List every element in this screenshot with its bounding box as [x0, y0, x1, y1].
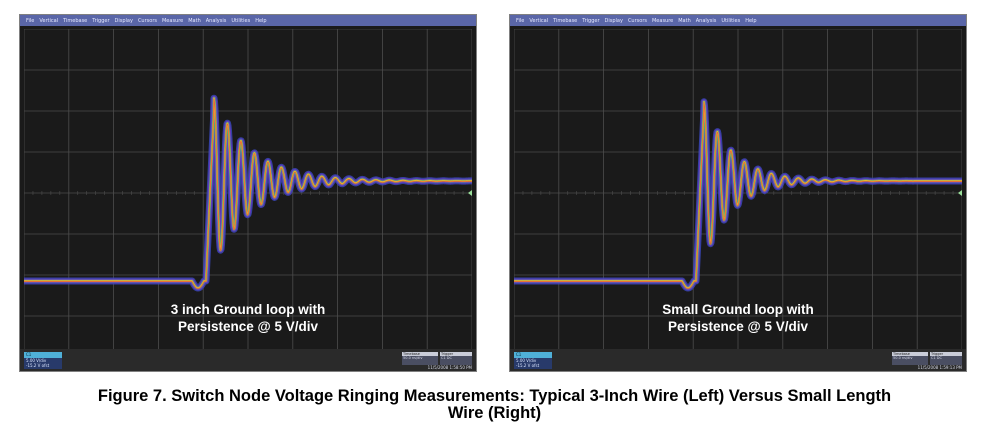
- menu-help[interactable]: Help: [255, 17, 267, 24]
- caption-line-2: Wire (Right): [447, 404, 542, 422]
- menu-math[interactable]: Math: [188, 17, 201, 24]
- channel-descriptor[interactable]: C1 5.00 V/div -15.2 V ofst: [514, 352, 552, 369]
- capture-timestamp: 11/5/2008 1:58:50 PM: [427, 365, 472, 370]
- menu-display[interactable]: Display: [604, 17, 623, 24]
- menu-analysis[interactable]: Analysis: [695, 17, 717, 24]
- menu-analysis[interactable]: Analysis: [205, 17, 227, 24]
- capture-timestamp: 11/5/2008 1:59:13 PM: [917, 365, 962, 370]
- overlay-line-2: Persistence @ 5 V/div: [178, 319, 318, 334]
- menu-file[interactable]: File: [516, 17, 525, 24]
- figure-caption: Figure 7. Switch Node Voltage Ringing Me…: [0, 388, 989, 422]
- caption-line-1: Figure 7. Switch Node Voltage Ringing Me…: [97, 387, 892, 405]
- timebase-descriptor[interactable]: Timebase 50.0 ns/div: [402, 352, 438, 365]
- scope-menubar: File Vertical Timebase Trigger Display C…: [20, 15, 476, 26]
- scope-screenshot-left: File Vertical Timebase Trigger Display C…: [19, 14, 477, 372]
- trigger-descriptor[interactable]: Trigger C1 DC: [930, 352, 962, 365]
- trigger-level-marker: [468, 190, 472, 196]
- overlay-line-1: Small Ground loop with: [662, 302, 814, 317]
- menu-cursors[interactable]: Cursors: [627, 17, 647, 24]
- menu-timebase[interactable]: Timebase: [63, 17, 88, 24]
- trigger-descriptor[interactable]: Trigger C1 DC: [440, 352, 472, 365]
- persistence-label: 3 inch Ground loop with Persistence @ 5 …: [20, 301, 476, 335]
- menu-utilities[interactable]: Utilities: [231, 17, 251, 24]
- overlay-line-2: Persistence @ 5 V/div: [668, 319, 808, 334]
- scope-status-bar: C1 5.00 V/div -15.2 V ofst Timebase 50.0 …: [510, 349, 966, 371]
- menu-vertical[interactable]: Vertical: [529, 17, 549, 24]
- persistence-label: Small Ground loop with Persistence @ 5 V…: [510, 301, 966, 335]
- menu-math[interactable]: Math: [678, 17, 691, 24]
- overlay-line-1: 3 inch Ground loop with: [170, 302, 326, 317]
- graticule: [514, 29, 962, 357]
- menu-timebase[interactable]: Timebase: [553, 17, 578, 24]
- menu-vertical[interactable]: Vertical: [39, 17, 59, 24]
- menu-trigger[interactable]: Trigger: [92, 17, 110, 24]
- trace-hot: [24, 98, 472, 289]
- waveform-display: [514, 29, 962, 357]
- scope-menubar: File Vertical Timebase Trigger Display C…: [510, 15, 966, 26]
- channel-descriptor[interactable]: C1 5.00 V/div -15.2 V ofst: [24, 352, 62, 369]
- menu-cursors[interactable]: Cursors: [137, 17, 157, 24]
- menu-file[interactable]: File: [26, 17, 35, 24]
- menu-display[interactable]: Display: [114, 17, 133, 24]
- waveform-display: [24, 29, 472, 357]
- trigger-level-marker: [958, 190, 962, 196]
- menu-measure[interactable]: Measure: [161, 17, 184, 24]
- scope-screenshot-right: File Vertical Timebase Trigger Display C…: [509, 14, 967, 372]
- menu-help[interactable]: Help: [745, 17, 757, 24]
- menu-trigger[interactable]: Trigger: [582, 17, 600, 24]
- menu-utilities[interactable]: Utilities: [721, 17, 741, 24]
- scope-status-bar: C1 5.00 V/div -15.2 V ofst Timebase 50.0 …: [20, 349, 476, 371]
- menu-measure[interactable]: Measure: [651, 17, 674, 24]
- timebase-descriptor[interactable]: Timebase 50.0 ns/div: [892, 352, 928, 365]
- trace-hot: [514, 102, 962, 289]
